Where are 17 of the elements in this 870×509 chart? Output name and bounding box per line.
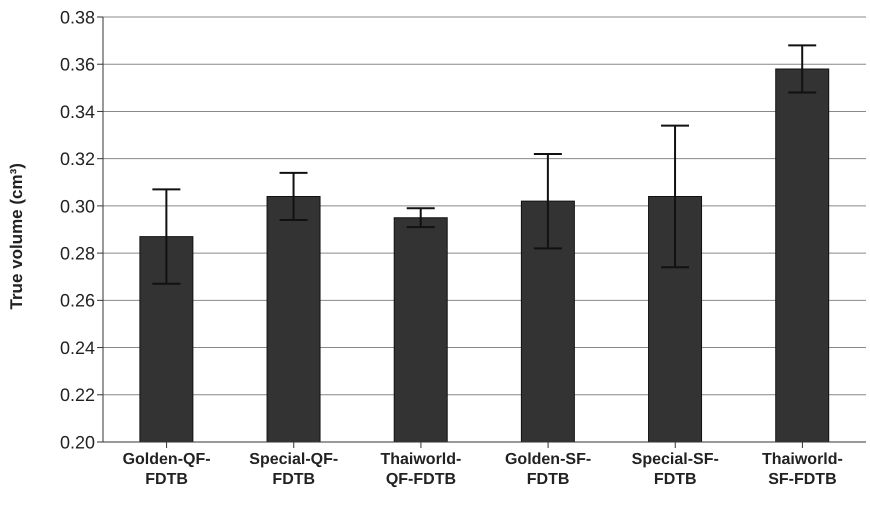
- x-tick-label: Golden-SF-FDTB: [504, 451, 592, 488]
- y-tick-label: 0.22: [60, 385, 95, 406]
- x-tick-label: Golden-QF-FDTB: [122, 451, 211, 488]
- y-tick-label: 0.26: [60, 290, 95, 311]
- y-tick-label: 0.20: [60, 432, 95, 452]
- x-tick-label: Thaiworld-QF-FDTB: [380, 451, 462, 488]
- x-tick-label: Special-QF-FDTB: [249, 451, 338, 488]
- y-tick-label: 0.34: [60, 102, 95, 122]
- y-tick-label: 0.28: [60, 244, 95, 264]
- y-tick-label: 0.38: [60, 7, 95, 28]
- y-tick-label: 0.32: [60, 149, 95, 170]
- x-tick-label: Thaiworld-SF-FDTB: [762, 451, 843, 488]
- x-tick-label: Special-SF-FDTB: [632, 451, 719, 488]
- y-axis-title: True volume (cm³): [7, 163, 26, 310]
- y-tick-label: 0.24: [60, 338, 95, 358]
- y-tick-label: 0.30: [60, 196, 95, 216]
- y-tick-label: 0.36: [60, 54, 95, 75]
